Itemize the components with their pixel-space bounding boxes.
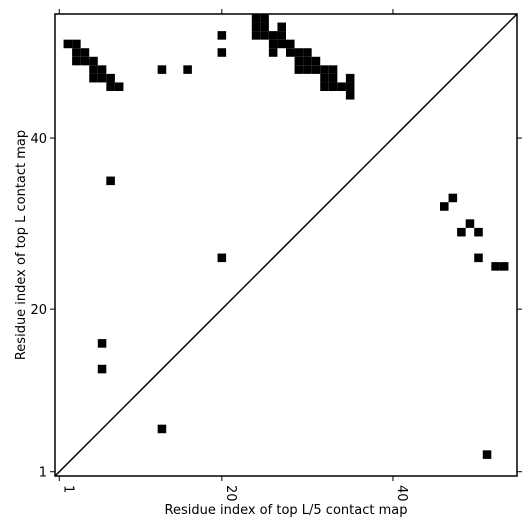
contact-cell — [328, 73, 338, 83]
contact-cell — [72, 39, 81, 49]
contact-cell — [251, 31, 261, 40]
contact-cell — [217, 48, 227, 57]
contact-cell — [217, 31, 227, 40]
contact-cell — [311, 65, 321, 74]
y-tick-label: 1 — [39, 466, 47, 481]
contact-cell — [97, 364, 107, 374]
contact-cell — [294, 56, 304, 66]
contact-cell — [345, 91, 355, 100]
x-tick-label: 40 — [394, 485, 409, 502]
contact-cell — [157, 65, 167, 74]
contact-cell — [106, 82, 115, 91]
contact-cell — [217, 253, 227, 263]
contact-cell — [157, 424, 167, 434]
contact-cell — [97, 339, 107, 348]
y-tick-label: 20 — [30, 303, 47, 318]
contact-cell — [183, 65, 192, 74]
contact-cell — [251, 14, 261, 23]
contact-cell — [268, 48, 278, 57]
contact-cell — [72, 48, 81, 57]
contact-cell — [457, 227, 466, 237]
contact-cell — [303, 48, 312, 57]
contact-cell — [345, 73, 355, 83]
contact-cell — [294, 48, 304, 57]
contact-cell — [303, 65, 312, 74]
contact-cell — [268, 31, 278, 40]
contact-cell — [277, 22, 286, 32]
contact-cell — [80, 56, 90, 66]
contact-cell — [440, 202, 449, 211]
contact-cell — [328, 82, 338, 91]
contact-cell — [114, 82, 124, 91]
contact-cell — [106, 176, 115, 186]
contact-cell — [277, 31, 286, 40]
contact-cell — [303, 56, 312, 66]
y-tick-label: 40 — [30, 132, 47, 147]
contact-cell — [465, 219, 475, 228]
contact-cell — [320, 82, 329, 91]
x-tick-label: 20 — [223, 485, 238, 502]
contact-cell — [294, 65, 304, 74]
contact-cell — [286, 48, 295, 57]
contact-cell — [89, 73, 98, 83]
plot-frame — [54, 13, 518, 477]
contact-cell — [97, 73, 107, 83]
contact-cell — [320, 65, 329, 74]
contact-cell — [491, 262, 500, 271]
contact-cell — [63, 39, 73, 49]
contact-cell — [268, 39, 278, 49]
contact-cell — [251, 22, 261, 32]
contact-cell — [345, 82, 355, 91]
contact-cell — [72, 56, 81, 66]
contact-cell — [311, 56, 321, 66]
x-axis-label: Residue index of top L/5 contact map — [165, 503, 408, 518]
contact-cell — [328, 65, 338, 74]
contact-cell — [286, 39, 295, 49]
contact-cell — [474, 227, 483, 237]
contact-cell — [106, 73, 115, 83]
contact-cell — [260, 31, 269, 40]
contact-cell — [97, 65, 107, 74]
contact-cell — [499, 262, 509, 271]
contact-cell — [337, 82, 346, 91]
y-axis-label: Residue index of top L contact map — [14, 130, 29, 360]
contact-cell — [448, 193, 458, 203]
diagonal-line — [54, 13, 518, 477]
contact-cell — [80, 48, 90, 57]
x-tick-label: 1 — [60, 485, 75, 493]
contact-cell — [89, 65, 98, 74]
contact-cell — [474, 253, 483, 263]
contact-cell — [89, 56, 98, 66]
contact-cell — [260, 14, 269, 23]
contact-cell — [320, 73, 329, 83]
contact-cell — [277, 39, 286, 49]
contact-cell — [482, 450, 492, 459]
contact-cell — [260, 22, 269, 32]
